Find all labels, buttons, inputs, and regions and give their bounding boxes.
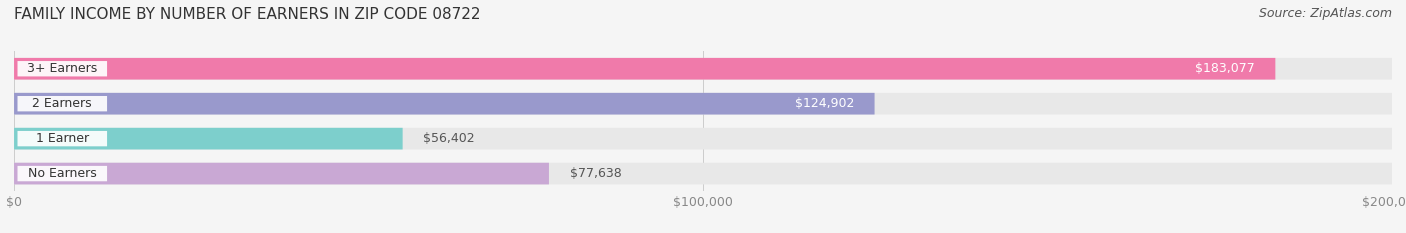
FancyBboxPatch shape bbox=[17, 61, 107, 76]
Text: No Earners: No Earners bbox=[28, 167, 97, 180]
FancyBboxPatch shape bbox=[14, 163, 1392, 185]
FancyBboxPatch shape bbox=[14, 58, 1275, 80]
FancyBboxPatch shape bbox=[17, 96, 107, 111]
FancyBboxPatch shape bbox=[14, 163, 548, 185]
Text: $183,077: $183,077 bbox=[1195, 62, 1254, 75]
Text: $124,902: $124,902 bbox=[794, 97, 853, 110]
FancyBboxPatch shape bbox=[14, 128, 1392, 150]
FancyBboxPatch shape bbox=[14, 93, 875, 115]
Text: Source: ZipAtlas.com: Source: ZipAtlas.com bbox=[1258, 7, 1392, 20]
Text: $56,402: $56,402 bbox=[423, 132, 475, 145]
Text: $77,638: $77,638 bbox=[569, 167, 621, 180]
FancyBboxPatch shape bbox=[14, 128, 402, 150]
Text: FAMILY INCOME BY NUMBER OF EARNERS IN ZIP CODE 08722: FAMILY INCOME BY NUMBER OF EARNERS IN ZI… bbox=[14, 7, 481, 22]
Text: 3+ Earners: 3+ Earners bbox=[27, 62, 97, 75]
FancyBboxPatch shape bbox=[14, 93, 1392, 115]
Text: 2 Earners: 2 Earners bbox=[32, 97, 93, 110]
FancyBboxPatch shape bbox=[17, 166, 107, 181]
FancyBboxPatch shape bbox=[14, 58, 1392, 80]
FancyBboxPatch shape bbox=[17, 131, 107, 146]
Text: 1 Earner: 1 Earner bbox=[35, 132, 89, 145]
